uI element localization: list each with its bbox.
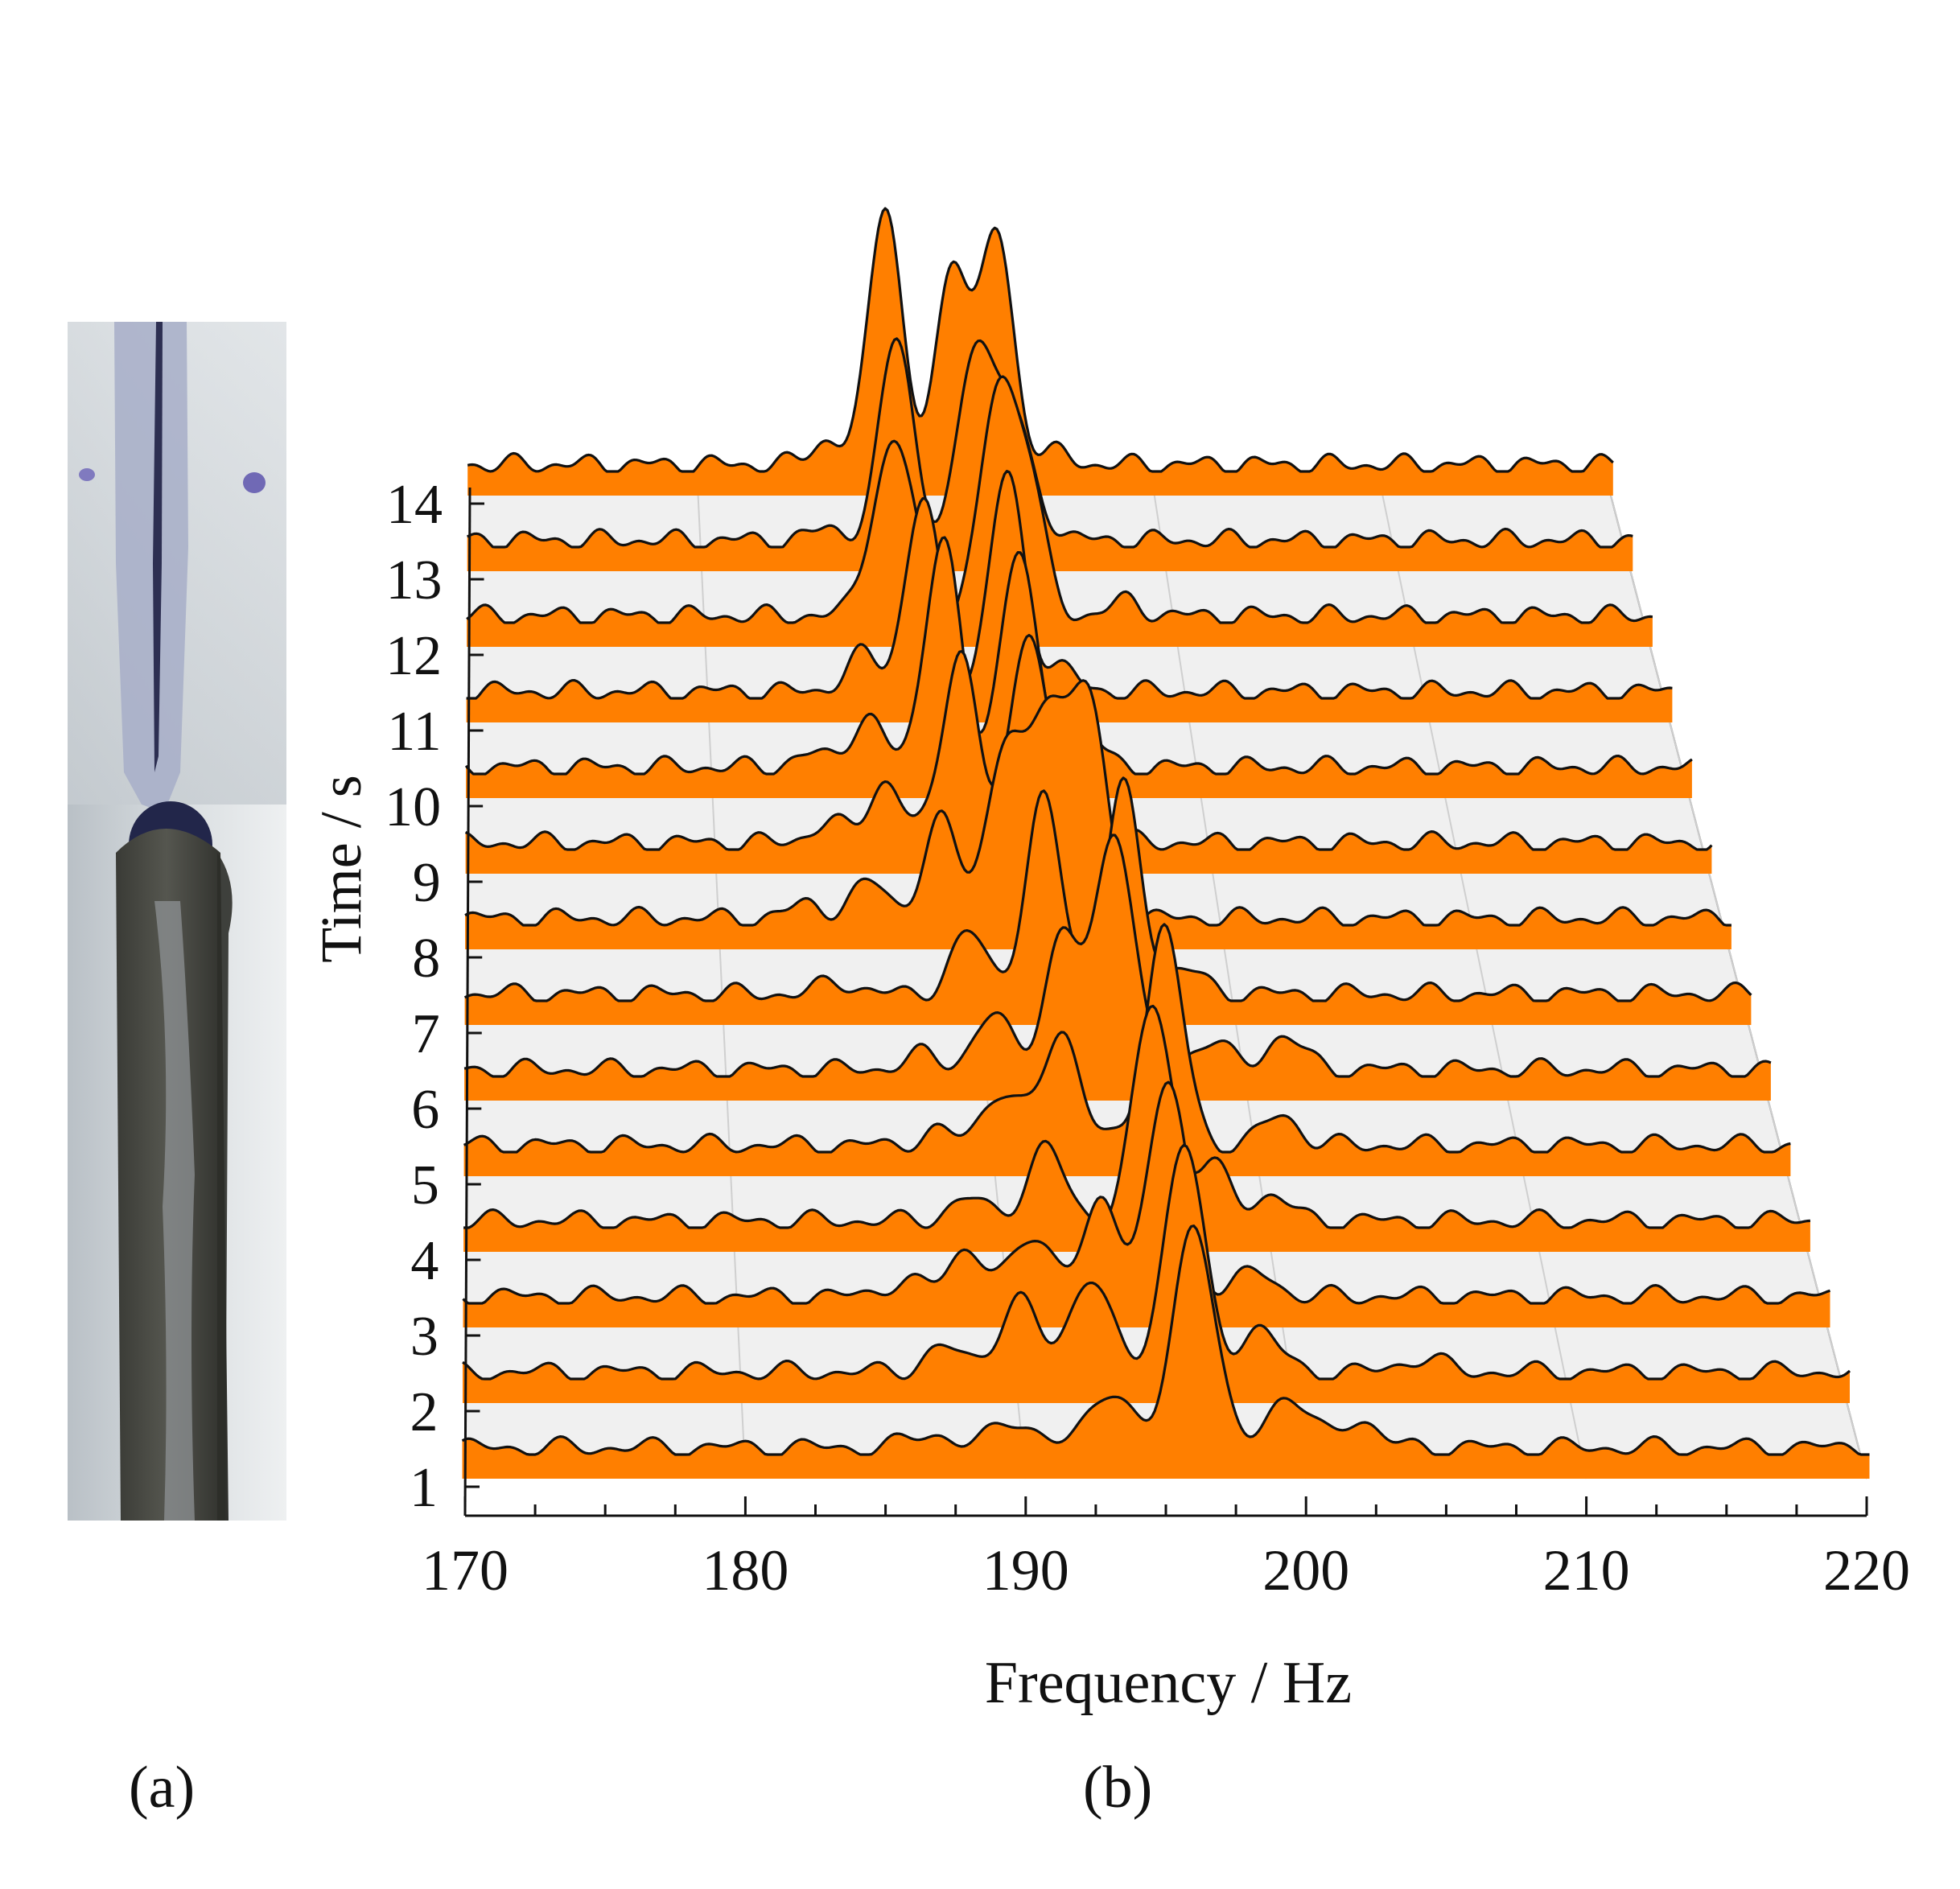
y-tick-label: 4 xyxy=(410,1230,439,1292)
x-axis-ticks: 170 180 190 200 210 220 xyxy=(422,1496,1910,1603)
spectrum-line-t11 xyxy=(466,470,1673,700)
spectrum-line-t13 xyxy=(466,337,1633,549)
panel-label-a: (a) xyxy=(129,1755,196,1821)
x-tick-label: 180 xyxy=(702,1538,789,1603)
spectrum-line-t1 xyxy=(461,1224,1870,1456)
spectrum-area-t6 xyxy=(464,835,1771,1101)
x-tick-label: 210 xyxy=(1543,1538,1630,1603)
x-tick-label: 170 xyxy=(422,1538,509,1603)
spectrum-area-t14 xyxy=(467,208,1613,496)
spectrum-line-t3 xyxy=(462,1080,1831,1305)
y-tick-label: 10 xyxy=(385,776,441,838)
y-tick-label: 11 xyxy=(387,701,441,763)
spectrum-area-t12 xyxy=(467,377,1653,647)
spectrum-line-t12 xyxy=(466,375,1653,624)
x-axis-label: Frequency / Hz xyxy=(985,1650,1352,1716)
x-tick-label: 220 xyxy=(1823,1538,1910,1603)
y-tick-label: 5 xyxy=(411,1154,439,1216)
spectrum-line-t2 xyxy=(462,1143,1851,1381)
y-tick-label: 14 xyxy=(386,474,443,536)
spectrum-line-t14 xyxy=(467,207,1614,473)
y-tick-label: 2 xyxy=(410,1381,438,1443)
weld-photo xyxy=(68,322,286,1521)
y-tick-label: 8 xyxy=(412,928,440,990)
panel-label-b: (b) xyxy=(1083,1755,1153,1821)
x-tick-label: 200 xyxy=(1262,1538,1349,1603)
y-tick-label: 6 xyxy=(411,1079,439,1141)
y-tick-label: 9 xyxy=(413,852,441,914)
y-tick-label: 1 xyxy=(410,1457,438,1519)
spectrum-area-t3 xyxy=(463,1082,1830,1327)
spectrum-area-t8 xyxy=(465,680,1731,949)
y-tick-label: 3 xyxy=(410,1306,439,1368)
y-axis-line xyxy=(463,487,471,1517)
spectra-series xyxy=(461,207,1870,1479)
x-tick-label: 190 xyxy=(982,1538,1069,1603)
y-axis-label: Time / s xyxy=(309,775,373,962)
spectrum-area-t11 xyxy=(466,471,1673,722)
y-tick-label: 7 xyxy=(412,1003,440,1065)
spectrum-line-t5 xyxy=(463,923,1791,1154)
spectrum-line-t4 xyxy=(463,1004,1810,1229)
y-tick-label: 13 xyxy=(386,549,443,611)
spectrum-area-t1 xyxy=(462,1225,1870,1479)
y-tick-label: 12 xyxy=(385,625,442,687)
spectrum-area-t2 xyxy=(463,1145,1850,1403)
spectrum-line-t8 xyxy=(464,679,1731,927)
spectrum-area-t13 xyxy=(467,338,1633,571)
spectrum-line-t6 xyxy=(463,833,1772,1078)
spectrum-area-t4 xyxy=(463,1006,1810,1252)
